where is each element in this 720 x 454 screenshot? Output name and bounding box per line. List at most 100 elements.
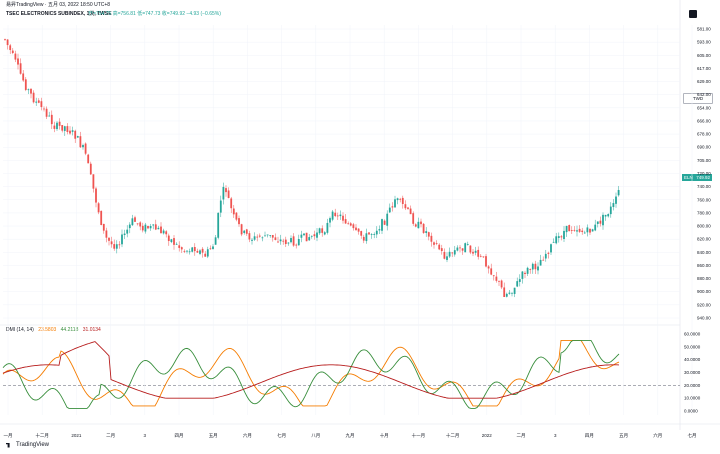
candle-body [141, 225, 144, 231]
candle-body [253, 236, 256, 240]
candle-body [139, 222, 142, 227]
candle-body [24, 79, 27, 90]
candle-body [583, 232, 586, 234]
candle-body [206, 249, 209, 257]
candle-body [196, 250, 199, 253]
candle-body [521, 271, 524, 279]
dmi-title: DMI (14, 14) [6, 327, 34, 333]
candle-body [396, 198, 399, 201]
candle-body [557, 236, 560, 238]
candle-body [144, 224, 147, 232]
candle-body [209, 248, 212, 250]
price-tick: 617.00 [697, 66, 711, 71]
candle-body [607, 214, 610, 217]
candle-body [284, 239, 287, 245]
price-tick: 940.00 [697, 316, 711, 321]
candle-body [386, 213, 389, 226]
candle-body [17, 58, 19, 65]
price-tick: 800.00 [697, 224, 711, 229]
candle-body [154, 224, 157, 230]
ohlc-values: 开=754.75 高=756.81 低=747.73 收=749.92 −4.9… [88, 11, 221, 17]
candle-body [487, 266, 490, 269]
candle-body [22, 73, 25, 81]
candle-body [4, 39, 6, 40]
candle-body [160, 226, 162, 234]
candle-body [105, 230, 108, 238]
candle-body [318, 228, 321, 234]
candle-body [334, 212, 337, 217]
time-tick: 3 [554, 433, 557, 438]
time-tick: 十二月 [35, 432, 49, 439]
candle-body [173, 238, 175, 245]
candle-body [165, 231, 168, 235]
candle-body [287, 242, 290, 244]
candle-body [435, 243, 438, 244]
candle-body [131, 218, 134, 226]
candle-body [290, 238, 292, 243]
candle-body [82, 145, 84, 148]
candle-body [188, 251, 191, 253]
tradingview-label: TradingView [16, 442, 50, 448]
candle-body [526, 267, 529, 274]
candle-body [594, 224, 597, 231]
tradingview-logo[interactable]: TradingView [6, 442, 49, 448]
candle-body [149, 226, 152, 229]
candle-body [126, 229, 129, 234]
candle-body [555, 236, 558, 244]
candle-body [212, 246, 214, 250]
symbol-title: TSEC ELECTRONICS SUBINDEX, 1天, TWSE [6, 11, 112, 17]
time-tick: 一月 [4, 433, 13, 439]
tradingview-icon [6, 442, 10, 448]
candle-body [11, 50, 14, 54]
candle-body [609, 206, 612, 215]
candle-body [232, 208, 235, 215]
candle-body [472, 251, 474, 254]
candle-body [45, 108, 48, 117]
candle-body [19, 63, 22, 74]
dmi-plus-line [2, 339, 620, 407]
price-tick: 666.00 [697, 118, 711, 123]
candle-body [238, 218, 240, 225]
candle-body [110, 241, 113, 245]
dmi-tick: 40.0000 [684, 357, 701, 362]
candle-body [71, 130, 74, 132]
candle-body [342, 215, 344, 221]
candle-body [175, 243, 178, 245]
dmi-minus-value: 44.2118 [60, 327, 79, 333]
time-tick: 十一月 [412, 432, 426, 439]
last-price-badge: ELN 749.92 [682, 174, 712, 181]
candle-body [92, 174, 95, 189]
candle-body [245, 229, 248, 234]
candle-body [269, 235, 272, 237]
candle-body [115, 244, 118, 249]
candle-body [500, 280, 503, 288]
candle-body [326, 222, 329, 233]
dmi-minus-line [2, 339, 620, 409]
candle-body [193, 247, 196, 252]
candle-body [271, 235, 274, 238]
candle-body [539, 259, 542, 266]
candle-body [505, 293, 508, 297]
candle-body [368, 232, 370, 235]
candle-body [313, 234, 316, 237]
candle-body [599, 220, 602, 224]
candle-body [118, 244, 121, 246]
dmi-tick: 10.0000 [684, 396, 701, 401]
candle-body [461, 248, 464, 251]
candle-body [352, 224, 355, 229]
candle-body [50, 114, 53, 125]
candle-body [524, 272, 526, 274]
time-tick: 五月 [209, 433, 218, 439]
candle-body [451, 252, 454, 254]
candle-body [378, 229, 381, 231]
price-tick: 920.00 [697, 302, 711, 307]
dmi-plus-value: 23.5803 [38, 327, 57, 333]
candle-body [537, 266, 539, 271]
candle-body [227, 190, 230, 199]
candle-body [274, 237, 277, 240]
candle-body [27, 89, 30, 91]
candle-body [381, 219, 383, 231]
candle-body [615, 196, 617, 204]
candle-body [357, 228, 360, 232]
